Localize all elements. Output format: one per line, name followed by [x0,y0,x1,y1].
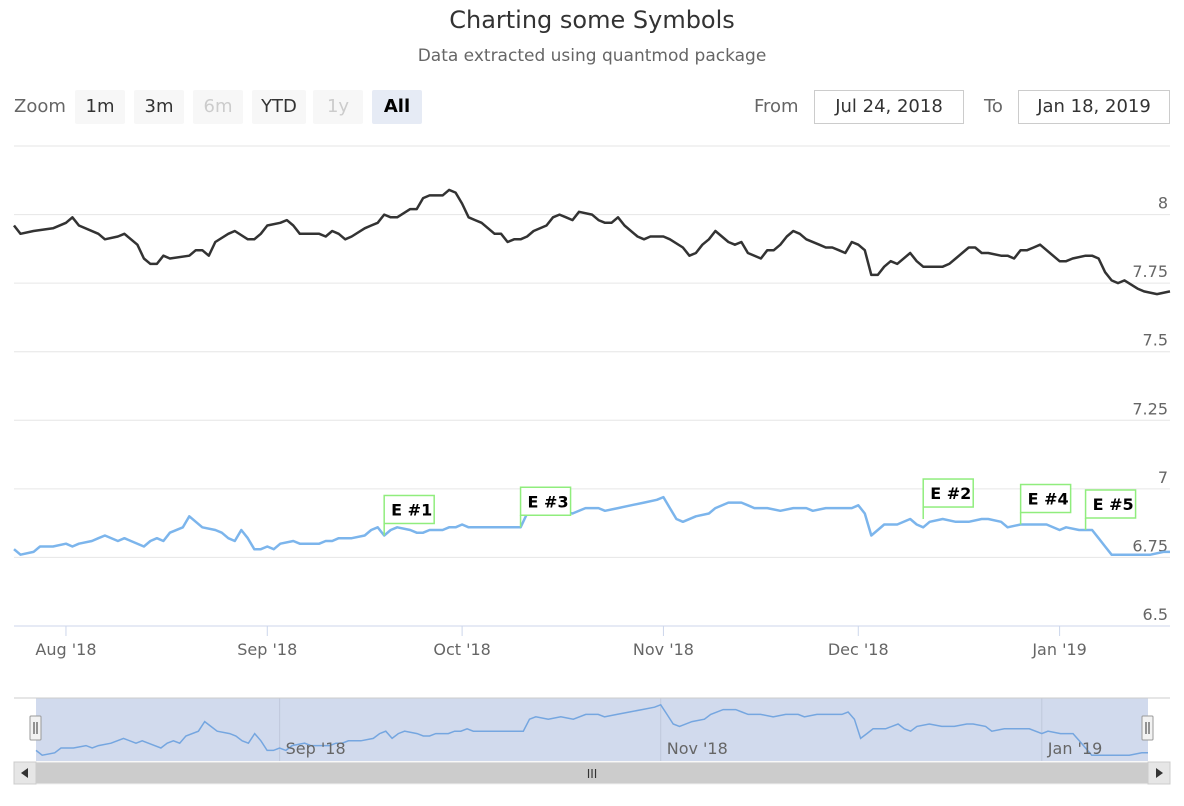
zoom-1y-button[interactable]: 1y [313,90,363,124]
flag-marker[interactable]: E #1 [383,494,435,536]
scrollbar-right-arrow[interactable] [1147,761,1171,785]
x-tick-label: Sep '18 [237,640,297,659]
series-line-lower [13,495,1170,556]
y-tick-label: 7.75 [1132,262,1168,281]
scrollbar-grip: III [587,767,598,781]
flag-label: E #1 [391,500,432,519]
from-date-input[interactable]: Jul 24, 2018 [814,90,964,124]
navigator-series-line [35,703,1148,757]
scrollbar[interactable]: III [13,761,1171,785]
x-tick-label: Jan '19 [1031,640,1087,659]
navigator-tick-label: Jan '19 [1047,739,1103,758]
flag-marker[interactable]: E #5 [1084,489,1137,530]
y-tick-label: 7 [1158,468,1168,487]
y-tick-label: 7.25 [1132,399,1168,418]
to-label: To [984,96,1003,117]
flag-box [1084,489,1137,519]
flags: E #1 E #3 E #2 E #4 E #5 [383,478,1137,536]
scrollbar-left-arrow[interactable] [13,761,37,785]
chart-subtitle: Data extracted using quantmod package [417,46,767,66]
navigator-tick-label: Nov '18 [667,739,728,758]
x-tick-label: Oct '18 [433,640,491,659]
series-line-upper [13,188,1171,296]
flag-label: E #5 [1093,495,1134,514]
navigator-x-axis: Sep '18 Nov '18 Jan '19 [286,739,1103,758]
x-axis: Aug '18 Sep '18 Oct '18 Nov '18 Dec '18 Jan '… [35,626,1087,659]
navigator-gridlines [279,698,1043,761]
navigator-tick-label: Sep '18 [286,739,346,758]
navigator[interactable]: Sep '18 Nov '18 Jan '19 [14,697,1170,761]
x-tick-label: Nov '18 [633,640,694,659]
zoom-label: Zoom [14,96,66,117]
zoom-3m-button[interactable]: 3m [134,90,184,124]
x-tick-label: Aug '18 [35,640,96,659]
y-tick-label: 6.75 [1132,536,1168,555]
flag-marker[interactable]: E #3 [519,486,572,528]
zoom-6m-button[interactable]: 6m [193,90,243,124]
y-axis-labels: 6.5 6.75 7 7.25 7.5 7.75 8 [1132,194,1168,624]
navigator-left-handle[interactable] [29,715,42,741]
y-tick-label: 6.5 [1143,605,1168,624]
navigator-right-handle[interactable] [1141,715,1154,741]
flag-box [383,494,435,525]
zoom-ytd-button[interactable]: YTD [252,90,306,124]
to-date-input[interactable]: Jan 18, 2019 [1018,90,1170,124]
y-tick-label: 8 [1158,194,1168,213]
navigator-selected-range[interactable] [36,698,1148,761]
flag-marker[interactable]: E #2 [922,478,974,520]
y-tick-label: 7.5 [1143,331,1168,350]
flag-label: E #2 [930,484,971,503]
flag-box [1019,483,1072,514]
navigator-background [14,698,1170,761]
flag-label: E #3 [528,492,569,511]
x-tick-label: Dec '18 [828,640,889,659]
flag-marker[interactable]: E #4 [1019,483,1072,525]
flag-label: E #4 [1028,490,1069,509]
from-label: From [754,96,799,117]
flag-box [922,478,974,508]
chart-title: Charting some Symbols [449,6,735,34]
zoom-1m-button[interactable]: 1m [75,90,125,124]
flag-box [519,486,572,517]
y-gridlines [14,145,1170,627]
zoom-all-button[interactable]: All [372,90,422,124]
